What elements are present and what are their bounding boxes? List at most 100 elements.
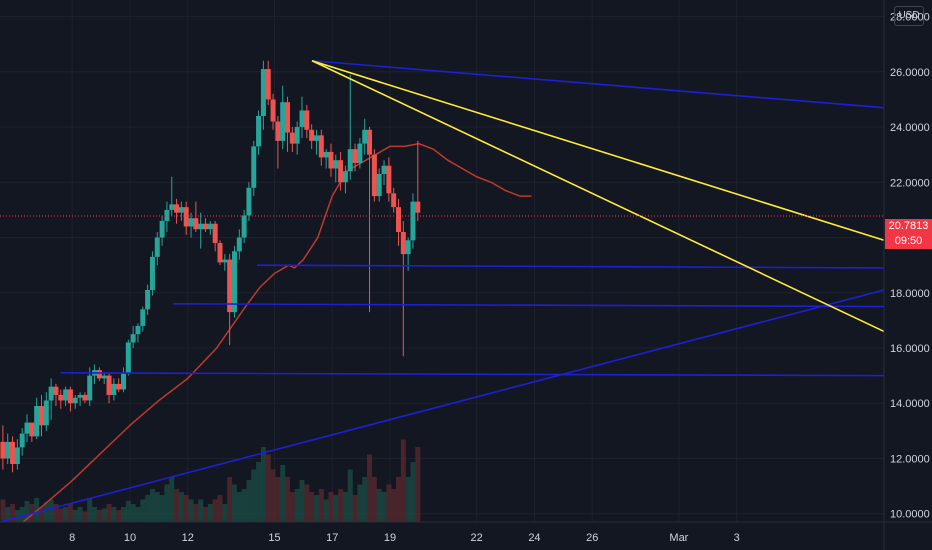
volume-bar (212, 499, 218, 522)
blue-trendline (257, 264, 885, 269)
y-tick-label: 22.0000 (890, 177, 930, 189)
candle (5, 441, 11, 459)
candle (149, 256, 155, 290)
candle (256, 116, 262, 147)
candle (121, 372, 126, 390)
candle (164, 209, 170, 221)
candle (280, 102, 286, 141)
volume-bar (309, 492, 315, 522)
candle (169, 204, 175, 210)
candle (203, 223, 209, 230)
volume-bar (342, 492, 348, 522)
volume-bar (67, 504, 73, 522)
candle (357, 143, 363, 163)
volume-bar (92, 507, 98, 522)
x-tick-label: 8 (69, 532, 75, 544)
volume-bar (289, 492, 295, 522)
candle (299, 110, 305, 128)
volume-bar (24, 501, 30, 522)
volume-bar (285, 477, 291, 522)
currency-button[interactable]: USD (894, 6, 924, 26)
candle (386, 165, 392, 194)
x-tick-label: 26 (586, 532, 598, 544)
candle (125, 342, 131, 373)
volume-bar (188, 499, 194, 522)
candle (410, 201, 416, 241)
volume-bar (231, 484, 237, 522)
volume-bar (19, 507, 25, 522)
candle (154, 237, 160, 257)
candle (227, 259, 233, 313)
candle (381, 165, 387, 174)
y-tick-label: 16.0000 (890, 343, 930, 355)
candle (246, 187, 252, 216)
volume-bar (265, 454, 271, 522)
volume-bar (256, 462, 262, 522)
candle (371, 154, 377, 197)
candle (338, 160, 344, 183)
volume-bar (72, 510, 78, 522)
volume-bar (280, 465, 286, 522)
volume-bar (159, 495, 165, 522)
volume-bar (125, 501, 131, 522)
candle (87, 375, 93, 401)
volume-bar (203, 507, 209, 522)
volume-bar (217, 495, 223, 522)
candle (135, 325, 141, 335)
volume-bar (391, 489, 397, 522)
candle (140, 309, 146, 326)
volume-bar (313, 495, 319, 522)
y-tick-label: 12.0000 (890, 453, 930, 465)
volume-bar (323, 499, 329, 522)
candle (333, 160, 339, 169)
candle (53, 386, 59, 395)
volume-bar (14, 510, 20, 522)
volume-bar (0, 499, 6, 522)
candle (178, 207, 184, 213)
volume-bar (371, 477, 377, 522)
volume-bar (367, 454, 373, 522)
candle (265, 69, 271, 100)
volume-bar (207, 504, 213, 522)
candle (183, 207, 189, 227)
candle (159, 220, 165, 238)
candle (188, 218, 194, 227)
volume-bar (246, 480, 252, 522)
blue-trendline (311, 59, 885, 109)
candle (231, 251, 237, 313)
volume-bar (48, 499, 54, 522)
candle (58, 394, 64, 401)
candle (367, 129, 373, 155)
candle (111, 383, 117, 395)
volume-bar (381, 492, 387, 522)
candle (48, 386, 54, 401)
volume-bar (299, 480, 305, 522)
x-tick-label: 24 (528, 532, 540, 544)
volume-bar (121, 507, 126, 522)
volume-bar (193, 504, 199, 522)
blue-trendline (60, 372, 885, 377)
x-tick-label: 22 (471, 532, 483, 544)
candle (376, 174, 382, 197)
candle (352, 149, 358, 163)
volume-bar (333, 495, 339, 522)
last-price-tag: 20.7813 (885, 219, 932, 234)
y-tick-label: 10.0000 (890, 509, 930, 521)
x-tick-label: 3 (734, 532, 740, 544)
candle (270, 99, 276, 122)
volume-bar (10, 504, 16, 522)
candle (174, 204, 180, 213)
volume-bar (251, 469, 257, 522)
candle (323, 151, 329, 158)
y-tick-label: 14.0000 (890, 398, 930, 410)
volume-bar (111, 507, 117, 522)
volume-bar (77, 507, 83, 522)
volume-bar (174, 489, 180, 522)
candle (347, 149, 353, 172)
candle (193, 218, 199, 230)
y-tick-label: 28.0000 (890, 12, 930, 24)
candle (96, 370, 102, 379)
volume-bar (270, 469, 276, 522)
x-tick-label: 19 (384, 532, 396, 544)
